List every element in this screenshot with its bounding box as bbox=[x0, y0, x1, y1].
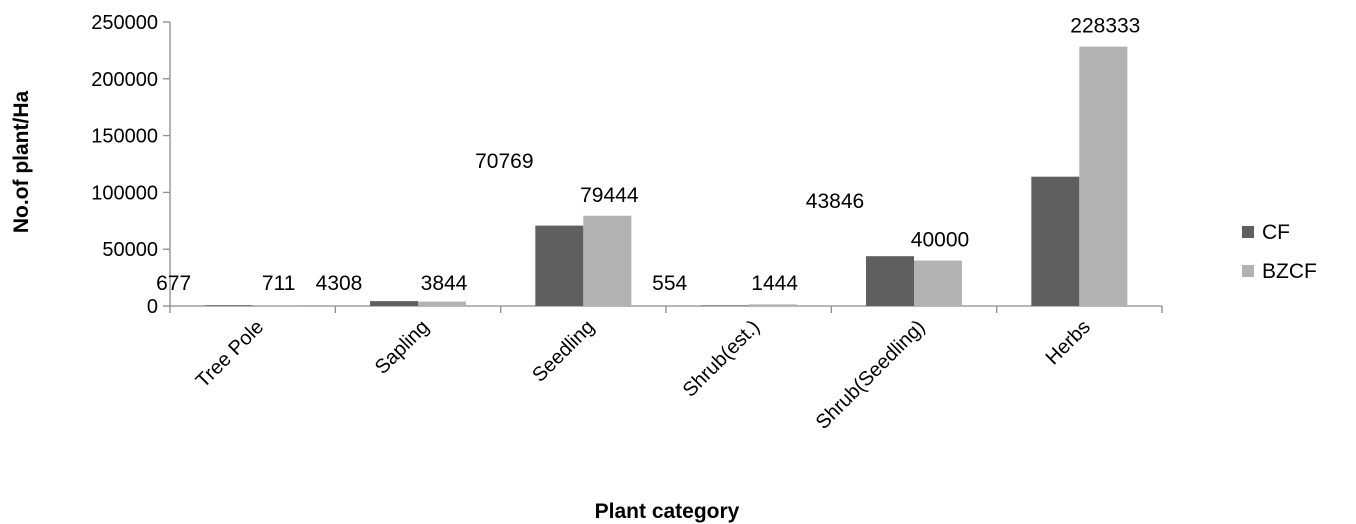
y-tick-label: 150000 bbox=[91, 126, 158, 148]
data-label-cf: 70769 bbox=[475, 150, 533, 173]
legend: CF BZCF bbox=[1242, 221, 1317, 283]
bar-bzcf-shrub-est bbox=[748, 304, 797, 306]
y-tick-label: 200000 bbox=[91, 69, 158, 91]
bar-cf-sapling bbox=[370, 301, 418, 306]
data-label-bzcf: 3844 bbox=[421, 272, 468, 295]
x-tick-label: Sapling bbox=[371, 316, 434, 379]
x-axis-title: Plant category bbox=[595, 500, 740, 523]
legend-label-cf: CF bbox=[1262, 221, 1290, 244]
data-label-cf: 4308 bbox=[316, 272, 363, 295]
y-tick-label: 0 bbox=[147, 296, 158, 318]
x-tick-label: Herbs bbox=[1042, 316, 1095, 369]
data-label-bzcf: 79444 bbox=[580, 184, 639, 207]
legend-swatch-cf bbox=[1242, 226, 1254, 238]
x-tick-label: Seedling bbox=[528, 316, 599, 387]
data-label-cf: 43846 bbox=[806, 190, 864, 213]
y-axis-title: No.of plant/Ha bbox=[10, 91, 33, 234]
y-tick-label: 100000 bbox=[91, 182, 158, 204]
bar-bzcf-shrub-seedling bbox=[914, 260, 962, 306]
bars bbox=[204, 46, 1128, 307]
x-tick-label: Tree Pole bbox=[192, 316, 268, 392]
x-tick-label: Shrub(est.) bbox=[679, 316, 765, 402]
bar-cf-herbs bbox=[1031, 176, 1080, 306]
y-tick-label: 250000 bbox=[91, 12, 158, 34]
data-label-cf: 113846 bbox=[966, 0, 1035, 4]
y-tick-label: 50000 bbox=[102, 239, 158, 261]
data-labels: 677 4308 70769 554 43846 113846 711 3844 79444 14… bbox=[156, 0, 1140, 295]
data-label-cf: 554 bbox=[652, 272, 687, 295]
data-label-bzcf: 228333 bbox=[1070, 15, 1140, 38]
data-label-cf: 677 bbox=[156, 272, 191, 295]
bar-cf-shrub-est bbox=[700, 305, 749, 306]
data-label-bzcf: 1444 bbox=[751, 272, 798, 295]
bar-bzcf-sapling bbox=[418, 301, 466, 306]
bar-cf-tree-pole bbox=[204, 305, 253, 306]
y-axis: 0 50000 100000 150000 200000 250000 bbox=[91, 12, 171, 318]
bar-bzcf-tree-pole bbox=[252, 305, 301, 306]
legend-label-bzcf: BZCF bbox=[1262, 260, 1317, 283]
legend-swatch-bzcf bbox=[1242, 265, 1254, 277]
x-tick-label: Shrub(Seedling) bbox=[812, 316, 930, 434]
data-label-bzcf: 40000 bbox=[911, 229, 969, 252]
bar-cf-shrub-seedling bbox=[866, 256, 914, 306]
bar-bzcf-herbs bbox=[1079, 46, 1128, 307]
bar-bzcf-seedling bbox=[583, 215, 632, 306]
bar-cf-seedling bbox=[535, 225, 584, 306]
data-label-bzcf: 711 bbox=[262, 272, 295, 295]
x-axis: Tree Pole Sapling Seedling Shrub(est.) Shrub… bbox=[169, 305, 1163, 434]
